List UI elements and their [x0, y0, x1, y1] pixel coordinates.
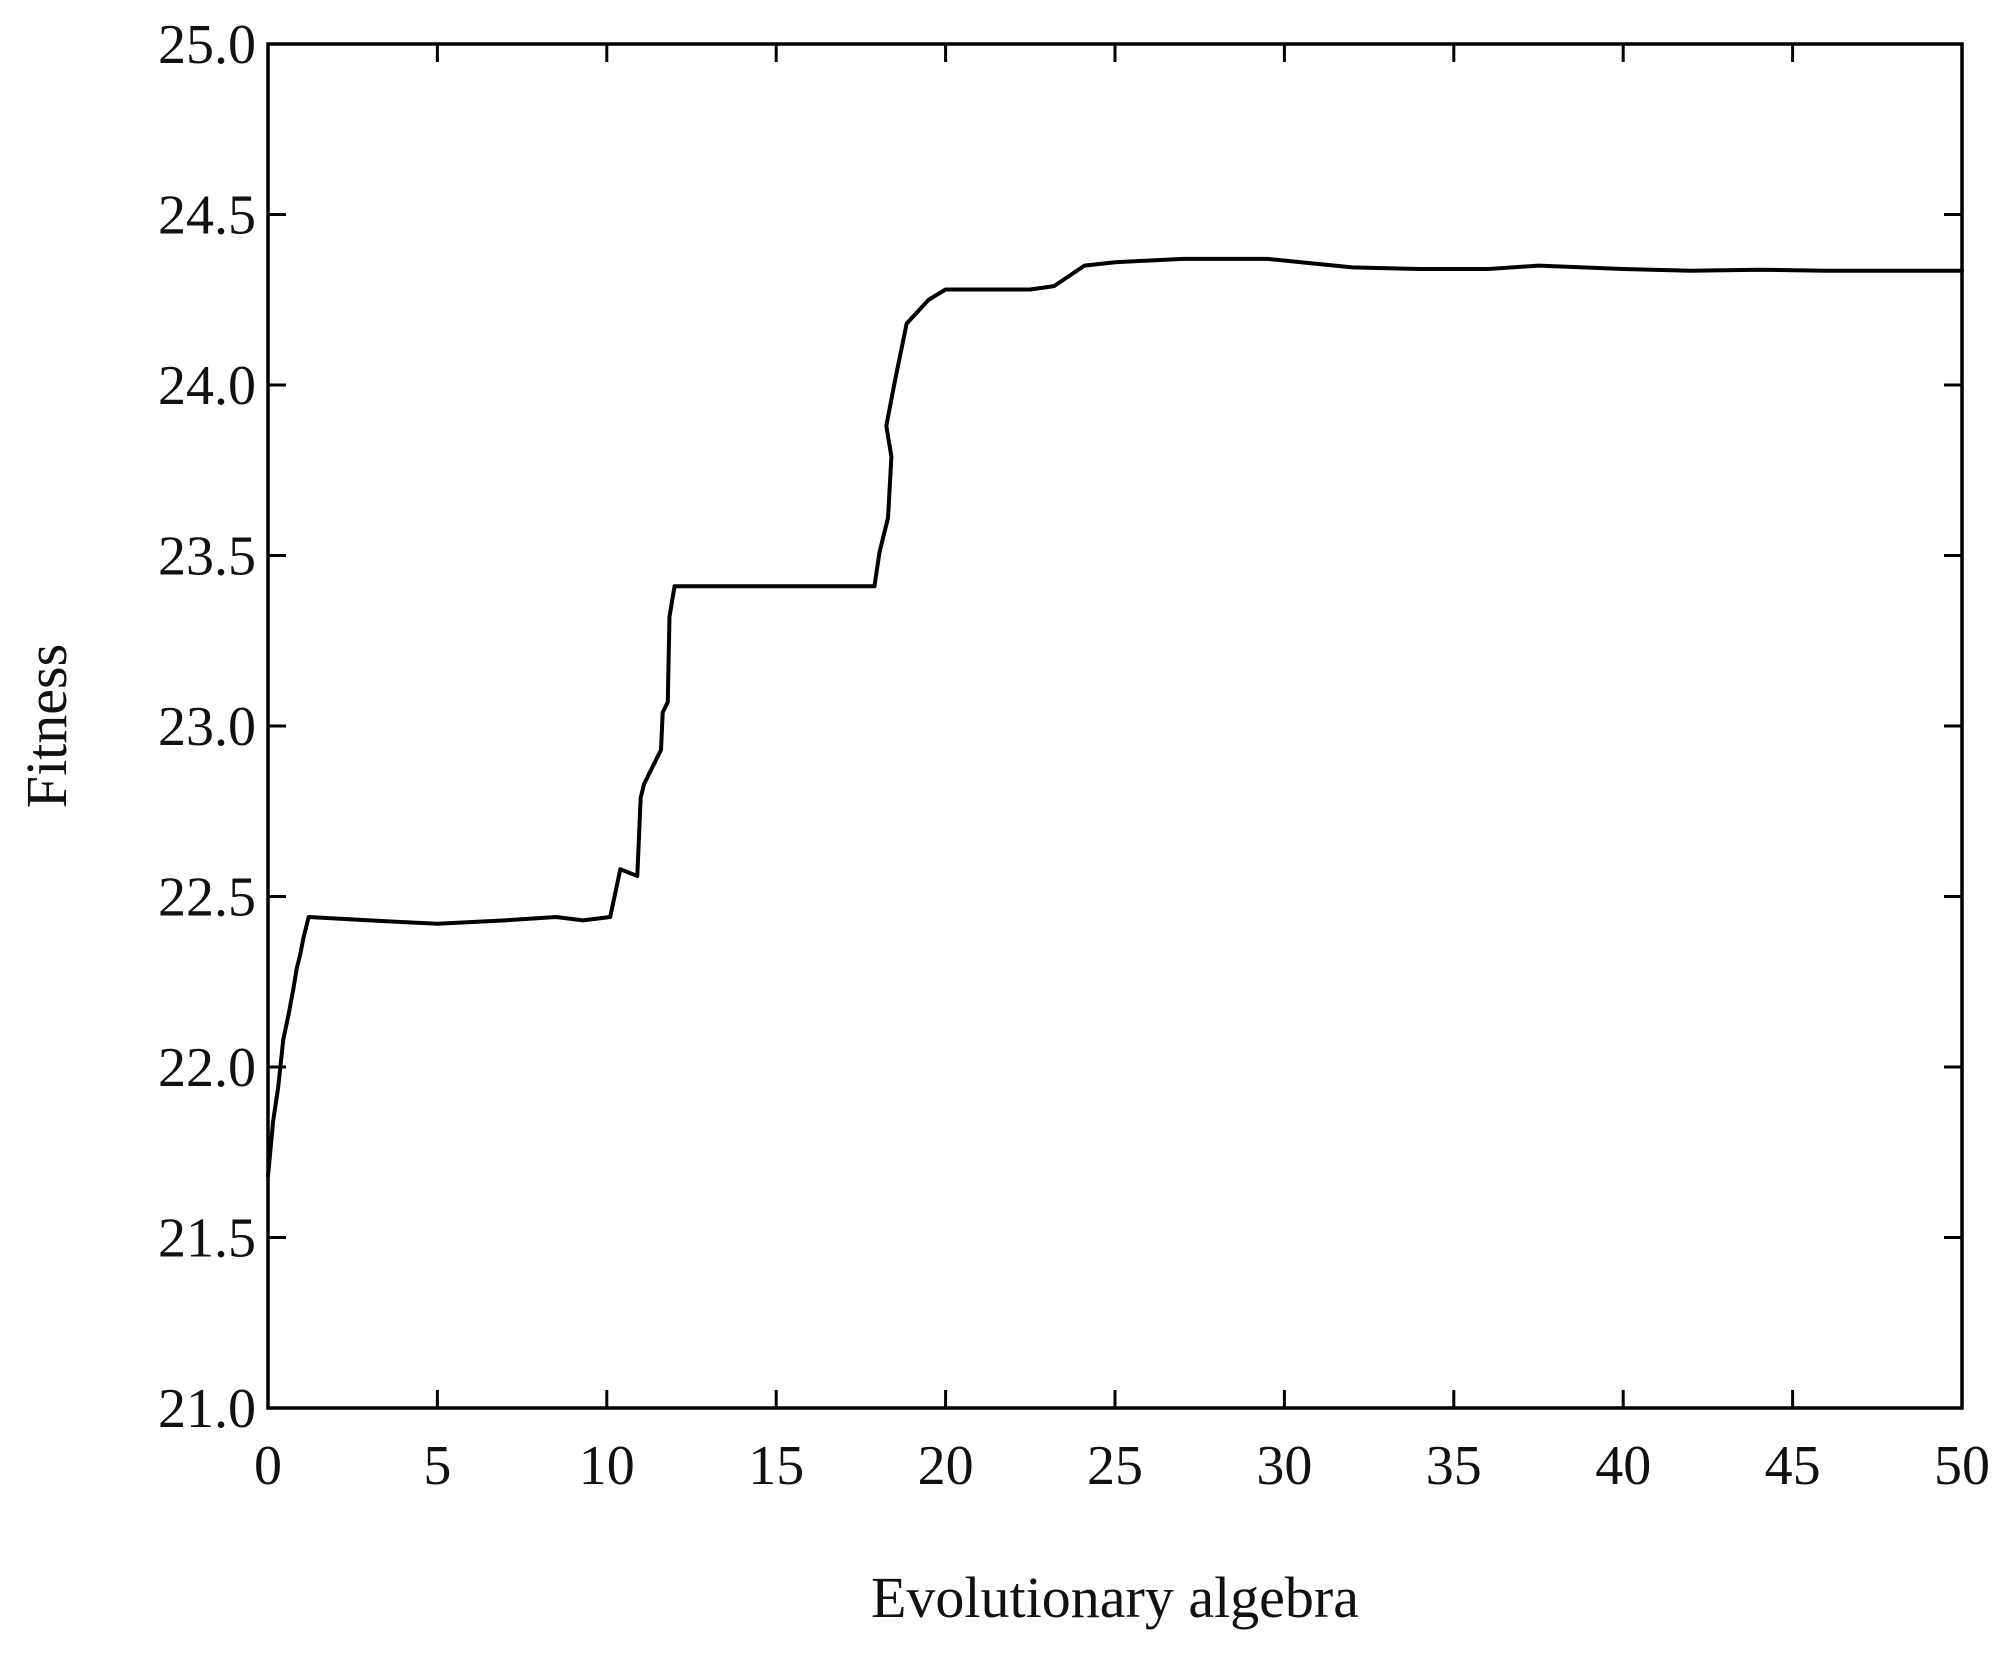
y-tick-label: 25.0	[158, 14, 256, 76]
y-axis-ticks	[268, 42, 1962, 1410]
y-tick-label: 22.0	[158, 1037, 256, 1099]
x-tick-label: 50	[1934, 1435, 1990, 1497]
x-axis-title: Evolutionary algebra	[871, 1565, 1359, 1630]
x-tick-label: 10	[579, 1435, 635, 1497]
plot-area-frame	[266, 42, 1964, 1410]
x-axis-tick-labels: 0 5 10 15 20 25 30 35 40 45 50	[254, 1435, 1990, 1497]
y-tick-label: 21.0	[158, 1378, 256, 1440]
x-tick-label: 35	[1426, 1435, 1482, 1497]
x-tick-label: 20	[918, 1435, 974, 1497]
y-tick-label: 24.0	[158, 355, 256, 417]
x-tick-label: 25	[1087, 1435, 1143, 1497]
y-axis-tick-labels: 21.0 21.5 22.0 22.5 23.0 23.5 24.0 24.5 25.0	[158, 14, 256, 1440]
x-tick-label: 5	[423, 1435, 451, 1497]
y-tick-label: 21.5	[158, 1208, 256, 1270]
x-tick-label: 45	[1765, 1435, 1821, 1497]
x-tick-label: 0	[254, 1435, 282, 1497]
x-axis-ticks	[266, 44, 1964, 1408]
x-tick-label: 15	[748, 1435, 804, 1497]
y-tick-label: 23.0	[158, 696, 256, 758]
y-tick-label: 24.5	[158, 185, 256, 247]
x-tick-label: 40	[1595, 1435, 1651, 1497]
y-axis-title: Fitness	[14, 644, 79, 808]
fitness-series-line	[266, 256, 1964, 1179]
y-tick-label: 23.5	[158, 526, 256, 588]
y-tick-label: 22.5	[158, 867, 256, 929]
x-tick-label: 30	[1256, 1435, 1312, 1497]
